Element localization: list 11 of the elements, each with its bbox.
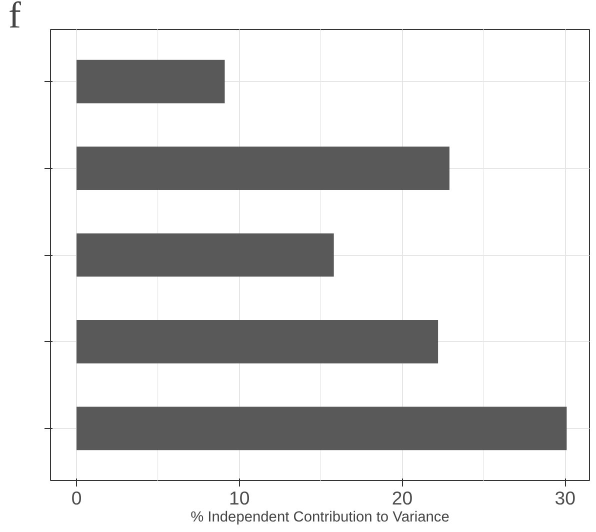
x-tick-label: 20 [392,488,413,508]
x-tick-label: 30 [554,488,576,508]
x-tick-label: 10 [229,488,250,508]
text: f [8,0,22,36]
bar [76,406,567,450]
bar [76,146,450,190]
x-axis-title: % Independent Contribution to Variance [190,510,450,526]
x-tick-label: 0 [71,488,82,508]
bar [76,233,334,277]
bar [76,60,225,104]
bar [76,320,438,364]
